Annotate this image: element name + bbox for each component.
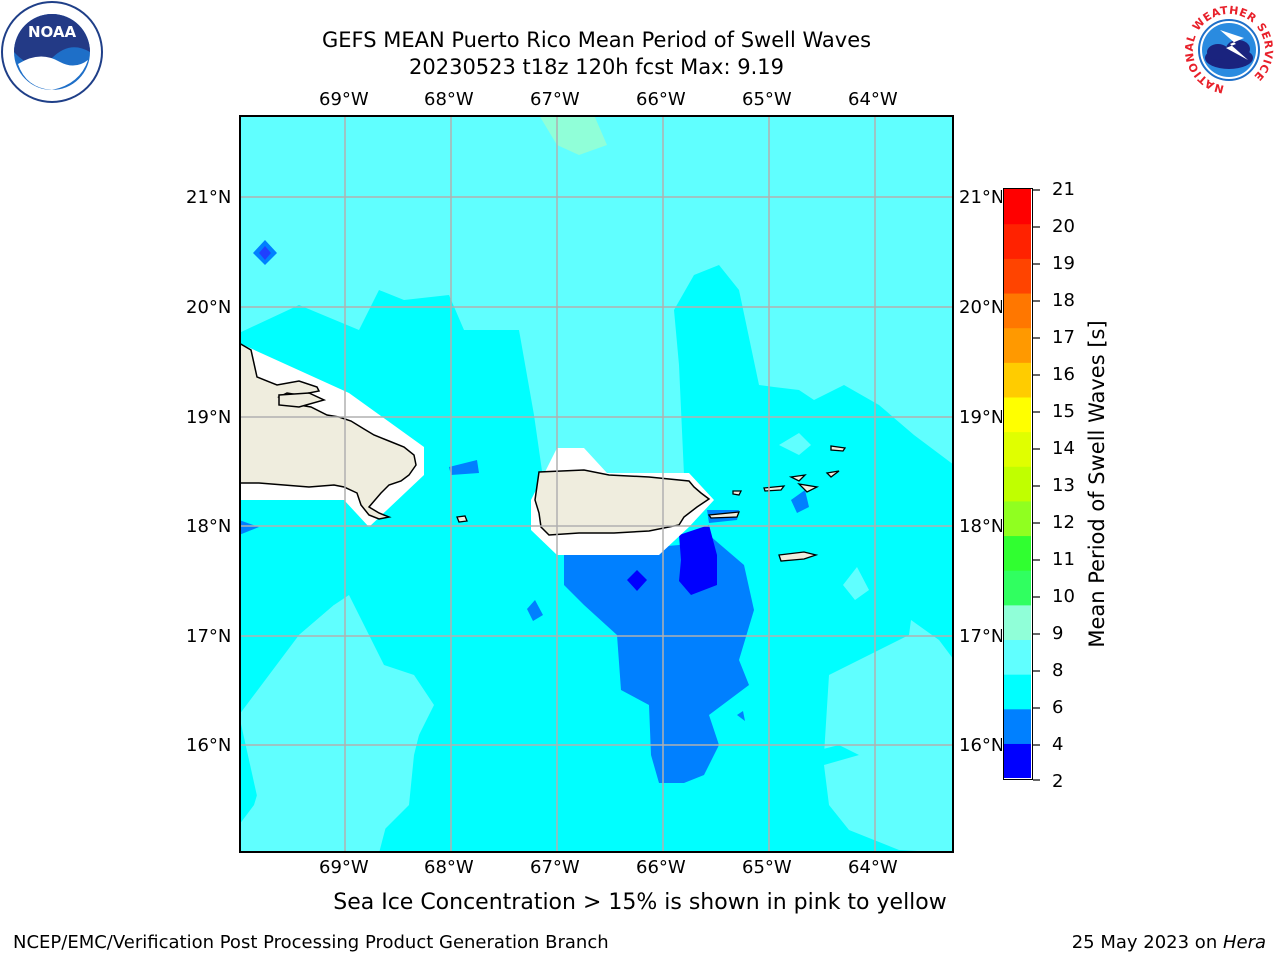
colorbar-tick-label: 12: [1052, 512, 1075, 533]
lat-tick-right: 17°N: [959, 626, 1002, 647]
swell-field-4-6: [564, 535, 754, 783]
colorbar-swatch: [1004, 292, 1031, 329]
lat-tick-left: 17°N: [186, 626, 232, 647]
colorbar-tick-label: 8: [1052, 660, 1064, 681]
colorbar-tick-label: 18: [1052, 290, 1075, 311]
lon-tick-top: 69°W: [319, 89, 369, 110]
lat-tick-left: 19°N: [186, 407, 232, 428]
sea-ice-note: Sea Ice Concentration > 15% is shown in …: [0, 890, 1280, 915]
sea-ice-note-text: Sea Ice Concentration > 15% is shown in …: [333, 890, 947, 915]
colorbar-tick-label: 16: [1052, 364, 1075, 385]
colorbar-swatch: [1004, 431, 1031, 467]
colorbar-tick-label: 15: [1052, 401, 1075, 422]
lat-tick-left: 20°N: [186, 297, 232, 318]
colorbar-label: Mean Period of Swell Waves [s]: [1085, 320, 1109, 648]
st-croix-land: [778, 551, 819, 562]
colorbar-tick-label: 10: [1052, 586, 1075, 607]
colorbar-tick-label: 4: [1052, 734, 1064, 755]
lon-tick-bottom: 65°W: [742, 857, 792, 878]
colorbar-tick-label: 19: [1052, 253, 1075, 274]
colorbar-tick-label: 17: [1052, 327, 1075, 348]
colorbar-swatch: [1004, 535, 1031, 571]
culebra-land: [732, 490, 743, 496]
colorbar-swatches: [1004, 189, 1031, 778]
colorbar-swatch: [1004, 466, 1031, 502]
lon-tick-bottom: 64°W: [848, 857, 898, 878]
swell-field-2-4: [679, 525, 717, 595]
colorbar-swatch: [1004, 674, 1031, 710]
puerto-rico-land: [534, 469, 711, 536]
chart-title-line2: 20230523 t18z 120h fcst Max: 9.19: [409, 55, 784, 79]
noaa-logo-text: NOAA: [28, 23, 77, 41]
map-frame: [239, 115, 954, 853]
colorbar-swatch: [1004, 327, 1031, 363]
lat-tick-right: 18°N: [959, 516, 1002, 537]
anegada-land: [830, 445, 847, 452]
lon-tick-top: 68°W: [424, 89, 474, 110]
lat-tick-right: 16°N: [959, 735, 1002, 756]
lon-tick-bottom: 68°W: [424, 857, 474, 878]
nws-logo: NATIONAL WEATHER SERVICE: [1178, 0, 1280, 100]
lat-tick-left: 21°N: [186, 187, 232, 208]
lon-tick-top: 64°W: [848, 89, 898, 110]
colorbar-tick-marks: [1033, 188, 1041, 788]
footer-host: Hera: [1222, 932, 1266, 953]
colorbar-swatch: [1004, 258, 1031, 294]
graticule: [239, 115, 954, 853]
lon-tick-top: 67°W: [530, 89, 580, 110]
colorbar-swatch: [1004, 639, 1031, 675]
map-panel: [239, 115, 954, 853]
footer-date-text: 25 May 2023 on: [1071, 932, 1223, 953]
right-lat-tick-strip: 21°N 20°N 19°N 18°N 17°N 16°N: [958, 180, 1002, 780]
mona-land: [456, 515, 468, 523]
colorbar-tick-label: 11: [1052, 549, 1075, 570]
lon-tick-bottom: 69°W: [319, 857, 369, 878]
chart-title-line1: GEFS MEAN Puerto Rico Mean Period of Swe…: [321, 28, 872, 52]
colorbar-swatch: [1004, 570, 1031, 606]
lat-tick-left: 16°N: [186, 735, 232, 756]
lat-tick-left: 18°N: [186, 516, 232, 537]
vieques-land: [707, 511, 741, 519]
colorbar-tick-label: 21: [1052, 179, 1075, 200]
footer-credit: NCEP/EMC/Verification Post Processing Pr…: [13, 932, 609, 953]
colorbar-swatch: [1004, 500, 1031, 537]
lon-tick-bottom: 66°W: [636, 857, 686, 878]
colorbar-swatch: [1004, 223, 1031, 259]
colorbar-tick-label: 13: [1052, 475, 1075, 496]
colorbar-swatch: [1004, 396, 1031, 433]
colorbar-tick-label: 9: [1052, 623, 1064, 644]
colorbar-swatch: [1004, 743, 1031, 778]
footer-date: 25 May 2023 on Hera: [1072, 932, 1266, 953]
lat-tick-right: 21°N: [959, 187, 1002, 208]
colorbar-swatch: [1004, 189, 1031, 225]
colorbar: [1003, 188, 1033, 780]
lon-tick-bottom: 67°W: [530, 857, 580, 878]
colorbar-tick-label: 2: [1052, 771, 1064, 792]
lat-tick-right: 20°N: [959, 297, 1002, 318]
colorbar-tick-label: 14: [1052, 438, 1075, 459]
swell-field-9-10: [539, 115, 607, 155]
lon-tick-top: 66°W: [636, 89, 686, 110]
colorbar-tick-label: 6: [1052, 697, 1064, 718]
lon-tick-top: 65°W: [742, 89, 792, 110]
colorbar-swatch: [1004, 604, 1031, 641]
lat-tick-right: 19°N: [959, 407, 1002, 428]
colorbar-swatch: [1004, 708, 1031, 744]
noaa-logo: NOAA: [0, 0, 105, 105]
colorbar-swatch: [1004, 362, 1031, 398]
colorbar-tick-label: 20: [1052, 216, 1075, 237]
